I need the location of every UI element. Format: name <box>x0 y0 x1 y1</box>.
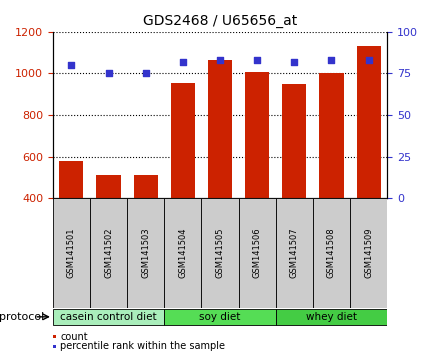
Text: GSM141502: GSM141502 <box>104 228 113 278</box>
Bar <box>164 198 202 308</box>
Title: GDS2468 / U65656_at: GDS2468 / U65656_at <box>143 14 297 28</box>
Point <box>105 71 112 76</box>
Bar <box>356 46 381 281</box>
Bar <box>319 74 344 281</box>
Bar <box>208 60 232 281</box>
Point <box>142 71 149 76</box>
Bar <box>59 161 84 281</box>
Bar <box>282 84 306 281</box>
Text: GSM141508: GSM141508 <box>327 228 336 279</box>
Point <box>328 57 335 63</box>
Bar <box>53 198 90 308</box>
Point <box>253 57 260 63</box>
Text: GSM141507: GSM141507 <box>290 228 299 279</box>
Bar <box>313 198 350 308</box>
Point <box>180 59 187 65</box>
Text: casein control diet: casein control diet <box>60 312 157 322</box>
Text: protocol: protocol <box>0 312 44 322</box>
Bar <box>276 198 313 308</box>
Point <box>365 57 372 63</box>
Text: soy diet: soy diet <box>199 312 241 322</box>
Bar <box>202 198 238 308</box>
Bar <box>276 309 387 325</box>
Bar <box>127 198 164 308</box>
Text: GSM141501: GSM141501 <box>67 228 76 278</box>
Text: count: count <box>60 332 88 342</box>
Bar <box>171 83 195 281</box>
Bar <box>245 73 269 281</box>
Text: GSM141505: GSM141505 <box>216 228 224 278</box>
Text: GSM141503: GSM141503 <box>141 228 150 279</box>
Point <box>216 57 224 63</box>
Text: percentile rank within the sample: percentile rank within the sample <box>60 341 225 351</box>
Bar <box>96 175 121 281</box>
Text: whey diet: whey diet <box>306 312 357 322</box>
Bar <box>134 175 158 281</box>
Bar <box>238 198 276 308</box>
Text: GSM141504: GSM141504 <box>178 228 187 278</box>
Text: GSM141509: GSM141509 <box>364 228 373 278</box>
Point <box>291 59 298 65</box>
Text: GSM141506: GSM141506 <box>253 228 262 279</box>
Point <box>68 62 75 68</box>
Bar <box>350 198 387 308</box>
Bar <box>53 309 164 325</box>
Bar <box>90 198 127 308</box>
Bar <box>164 309 276 325</box>
